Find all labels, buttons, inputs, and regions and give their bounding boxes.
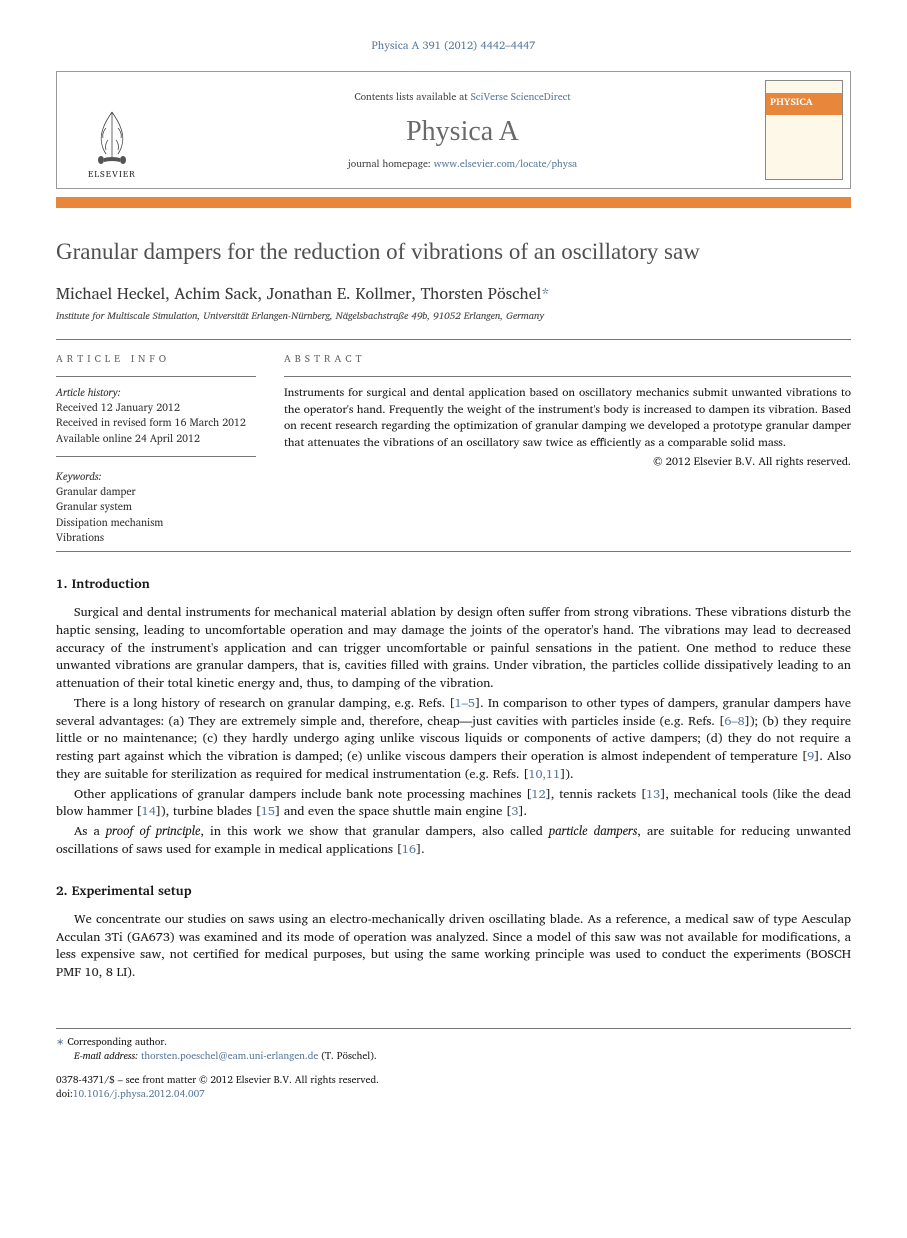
- text-run: ], tennis rackets [: [546, 784, 647, 804]
- intro-para-2: There is a long history of research on g…: [56, 695, 851, 784]
- intro-para-4: As a proof of principle, in this work we…: [56, 823, 851, 859]
- abstract-column: abstract Instruments for surgical and de…: [284, 352, 851, 545]
- email-label: E-mail address:: [74, 1048, 138, 1064]
- rule-abs: [284, 376, 851, 377]
- rule-top: [56, 339, 851, 340]
- article-title: Granular dampers for the reduction of vi…: [56, 236, 851, 268]
- text-run: ] and even the space shuttle main engine…: [275, 801, 511, 821]
- doi-label: doi:: [56, 1086, 73, 1102]
- history-online: Available online 24 April 2012: [56, 429, 200, 447]
- abstract-label: abstract: [284, 352, 851, 366]
- text-run: ]).: [560, 764, 573, 784]
- journal-cover-thumb: PHYSICA: [758, 72, 850, 188]
- doi-link[interactable]: 10.1016/j.physa.2012.04.007: [73, 1086, 205, 1102]
- ref-link[interactable]: 13: [646, 784, 660, 804]
- text-run: ]), turbine blades [: [156, 801, 261, 821]
- journal-homepage-line: journal homepage: www.elsevier.com/locat…: [348, 157, 577, 171]
- journal-homepage-link[interactable]: www.elsevier.com/locate/physa: [434, 156, 578, 172]
- rule-bottom: [56, 551, 851, 552]
- corresponding-email-link[interactable]: thorsten.poeschel@eam.uni-erlangen.de: [141, 1048, 318, 1064]
- sciencedirect-link[interactable]: SciVerse ScienceDirect: [471, 89, 571, 105]
- journal-name: Physica A: [406, 112, 519, 151]
- abstract-copyright: © 2012 Elsevier B.V. All rights reserved…: [284, 454, 851, 469]
- emphasis: particle dampers: [549, 821, 637, 841]
- article-info-column: article info Article history: Received 1…: [56, 352, 256, 545]
- masthead-center: Contents lists available at SciVerse Sci…: [167, 72, 758, 188]
- ref-link[interactable]: 14: [142, 801, 156, 821]
- ref-link[interactable]: 16: [402, 839, 416, 859]
- publisher-logo-block: ELSEVIER: [57, 72, 167, 188]
- intro-para-3: Other applications of granular dampers i…: [56, 786, 851, 822]
- elsevier-tree-icon: [86, 108, 138, 166]
- homepage-prefix: journal homepage:: [348, 156, 434, 172]
- journal-masthead: ELSEVIER Contents lists available at Sci…: [56, 71, 851, 189]
- accent-bar: [56, 197, 851, 208]
- email-author-suffix: (T. Pöschel).: [321, 1048, 377, 1064]
- footer-block: 0378-4371/$ – see front matter © 2012 El…: [56, 1073, 851, 1101]
- setup-para-1: We concentrate our studies on saws using…: [56, 911, 851, 982]
- contents-available-line: Contents lists available at SciVerse Sci…: [354, 90, 570, 104]
- ref-link[interactable]: 10,11: [528, 764, 560, 784]
- author-names: Michael Heckel, Achim Sack, Jonathan E. …: [56, 281, 541, 307]
- section-heading-setup: 2. Experimental setup: [56, 881, 851, 899]
- ref-link[interactable]: 12: [532, 784, 546, 804]
- publisher-name: ELSEVIER: [88, 168, 136, 181]
- rule-info: [56, 376, 256, 377]
- text-run: ].: [518, 801, 527, 821]
- corresponding-marker: *: [541, 281, 549, 307]
- abstract-text: Instruments for surgical and dental appl…: [284, 385, 851, 452]
- contents-prefix: Contents lists available at: [354, 89, 470, 105]
- ref-link[interactable]: 15: [261, 801, 275, 821]
- issn-copyright-line: 0378-4371/$ – see front matter © 2012 El…: [56, 1073, 851, 1087]
- article-info-label: article info: [56, 352, 256, 366]
- footnote-block: ∗ Corresponding author. E-mail address: …: [56, 1028, 851, 1063]
- text-run: ].: [416, 839, 425, 859]
- section-heading-intro: 1. Introduction: [56, 574, 851, 592]
- affiliation: Institute for Multiscale Simulation, Uni…: [56, 309, 851, 323]
- keyword-item: Vibrations: [56, 528, 104, 546]
- intro-para-1: Surgical and dental instruments for mech…: [56, 604, 851, 693]
- author-list: Michael Heckel, Achim Sack, Jonathan E. …: [56, 283, 851, 305]
- corresponding-marker-foot: ∗: [56, 1034, 64, 1050]
- running-head-citation: Physica A 391 (2012) 4442–4447: [56, 38, 851, 53]
- rule-kw: [56, 456, 256, 457]
- cover-title: PHYSICA: [766, 93, 842, 115]
